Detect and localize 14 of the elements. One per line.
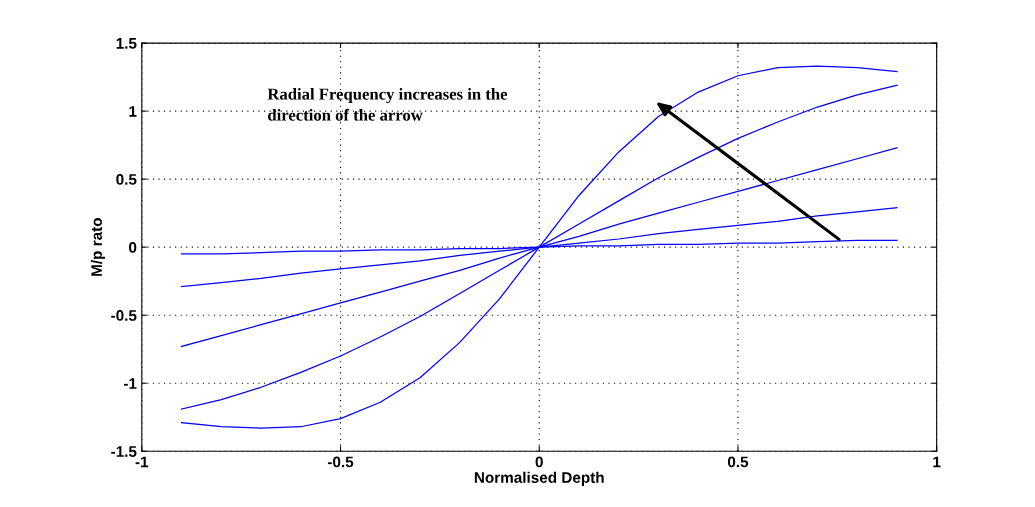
x-tick-label: -0.5 xyxy=(327,456,354,468)
x-tick-label: 0.5 xyxy=(727,456,749,468)
y-tick-label: 1.5 xyxy=(116,38,137,49)
annotation: Radial Frequency increases in the direction of the arrow xyxy=(267,87,508,121)
x-tick-label: 0 xyxy=(535,456,543,468)
y-tick-label: 0 xyxy=(129,242,137,253)
y-tick-label: 0.5 xyxy=(116,174,137,185)
y-tick-label: -1.5 xyxy=(111,446,137,457)
y-tick-label: -0.5 xyxy=(111,310,137,321)
y-axis-title: M/p rato xyxy=(90,218,106,276)
x-tick-label: 1 xyxy=(933,456,941,468)
y-tick-label: 1 xyxy=(129,106,137,117)
y-tick-label: -1 xyxy=(123,378,137,389)
x-axis-title: Normalised Depth xyxy=(474,471,604,486)
